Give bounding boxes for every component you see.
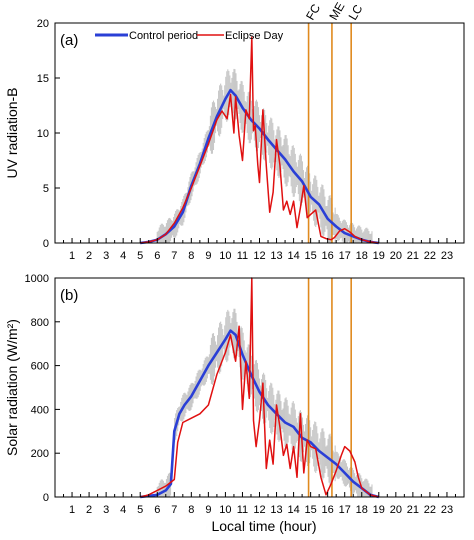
x-tick-label: 16 [322,504,334,516]
x-tick-label: 11 [237,504,248,516]
x-tick-label: 18 [356,250,368,262]
x-tick-label: 14 [287,504,299,516]
panel-a-series [140,36,379,245]
panel-b-series [140,277,380,499]
x-tick-label: 3 [103,250,109,262]
x-tick-label: 8 [188,250,194,262]
y-tick-label: 400 [31,404,49,416]
x-tick-label: 17 [339,250,351,262]
panel-a-variability-band [156,68,373,243]
x-tick-label: 19 [373,250,385,262]
y-tick-label: 600 [31,361,49,373]
x-tick-label: 10 [219,504,231,516]
x-tick-label: 12 [253,504,265,516]
panel-b-x-ticks: 1 2 3 4 5 6 7 8 9 10 11 12 13 14 15 16 17 18 19 20 21 22 23 [54,492,465,516]
x-tick-label: 16 [322,250,334,262]
y-tick-label: 20 [37,18,49,30]
y-tick-label: 15 [37,73,49,85]
panel-a-label: (a) [60,32,78,49]
x-tick-label: 6 [154,504,160,516]
legend: Control period Eclipse Day [95,30,284,42]
x-tick-label: 23 [441,504,453,516]
x-tick-label: 4 [120,250,126,262]
x-tick-label: 13 [270,250,282,262]
x-tick-label: 1 [69,250,75,262]
x-tick-label: 7 [171,504,177,516]
panel-b-label: (b) [60,287,78,304]
x-tick-label: 6 [154,250,160,262]
x-tick-label: 9 [205,504,211,516]
eclipse-day-line [140,36,379,244]
x-tick-label: 20 [390,504,402,516]
x-tick-label: 7 [171,250,177,262]
eclipse-phase-label-me: ME [326,0,347,22]
y-tick-label: 10 [37,128,49,140]
legend-eclipse-label: Eclipse Day [225,30,284,42]
x-tick-label: 8 [188,504,194,516]
x-tick-label: 19 [373,504,385,516]
eclipse-phase-label-lc: LC [346,2,366,23]
x-tick-label: 21 [407,504,419,516]
x-tick-label: 11 [237,250,248,262]
y-tick-label: 200 [31,448,49,460]
y-tick-label: 0 [43,238,49,250]
x-tick-label: 3 [103,504,109,516]
panel-b-y-axis-label: Solar radiation (W/m²) [4,319,20,456]
x-tick-label: 22 [424,504,436,516]
x-tick-label: 12 [253,250,265,262]
x-tick-label: 2 [86,504,92,516]
y-tick-label: 0 [43,492,49,504]
panel-a-y-axis-label: UV radiation-B [4,87,20,178]
x-tick-label: 21 [407,250,419,262]
legend-control-label: Control period [129,30,198,42]
y-tick-label: 1000 [25,273,49,285]
x-tick-label: 15 [305,250,317,262]
x-tick-label: 9 [205,250,211,262]
x-tick-label: 13 [270,504,282,516]
x-tick-label: 10 [219,250,231,262]
x-tick-label: 2 [86,250,92,262]
x-tick-label: 20 [390,250,402,262]
x-tick-label: 4 [120,504,126,516]
x-tick-label: 1 [69,504,75,516]
x-axis-label: Local time (hour) [211,518,316,534]
panel-a: 1 2 3 4 5 6 7 8 9 10 11 12 13 14 15 16 17 18 19 20 21 22 23 05… [4,0,465,262]
eclipse-day-line [140,277,379,498]
x-tick-label: 5 [137,504,143,516]
eclipse-phase-label-fc: FC [303,1,323,22]
x-tick-label: 15 [305,504,317,516]
panel-b: 1 2 3 4 5 6 7 8 9 10 11 12 13 14 15 16 17 18 19 20 21 22 23 02… [4,273,465,516]
panel-a-y-ticks: 0 5 10 15 20 [37,18,60,250]
y-tick-label: 5 [43,183,49,195]
x-tick-label: 14 [287,250,299,262]
x-tick-label: 17 [339,504,351,516]
control-period-line [140,88,379,245]
y-tick-label: 800 [31,317,49,329]
x-tick-label: 5 [137,250,143,262]
panel-a-x-ticks: 1 2 3 4 5 6 7 8 9 10 11 12 13 14 15 16 17 18 19 20 21 22 23 [54,238,465,262]
x-tick-label: 23 [441,250,453,262]
x-tick-label: 22 [424,250,436,262]
panel-a-eclipse-lines [307,23,352,243]
panel-b-y-ticks: 0 200 400 600 800 1000 [25,273,60,504]
x-tick-label: 18 [356,504,368,516]
